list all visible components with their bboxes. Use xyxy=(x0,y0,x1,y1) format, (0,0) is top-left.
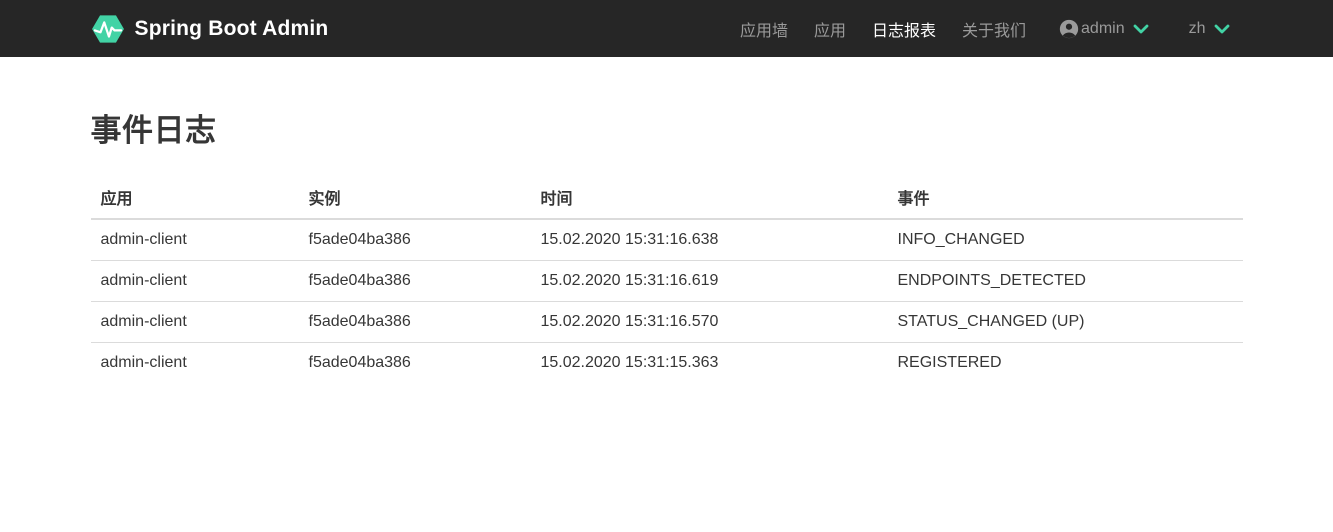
cell-time: 15.02.2020 15:31:16.570 xyxy=(530,301,888,343)
cell-time: 15.02.2020 15:31:16.619 xyxy=(530,260,888,302)
language-selected: zh xyxy=(1188,19,1206,37)
cell-time: 15.02.2020 15:31:15.363 xyxy=(540,354,719,371)
nav-item-applications[interactable]: 应用 xyxy=(813,22,846,40)
cell-event: INFO_CHANGED xyxy=(887,219,1243,261)
hexagon-pulse-icon xyxy=(91,14,124,43)
table-row[interactable]: admin-client f5ade04ba386 15.02.2020 15:… xyxy=(90,260,1243,302)
cell-instance: f5ade04ba386 xyxy=(308,354,411,371)
language-menu[interactable]: zh xyxy=(1176,0,1243,57)
table-row[interactable]: admin-client f5ade04ba386 15.02.2020 15:… xyxy=(90,219,1243,261)
event-journal-table: 应用 实例 时间 事件 admin-client f5ade04ba386 15… xyxy=(90,176,1243,384)
user-name: admin xyxy=(1081,19,1125,37)
cell-event: ENDPOINTS_DETECTED xyxy=(887,260,1243,302)
cell-application: admin-client xyxy=(90,301,299,343)
cell-application: admin-client xyxy=(90,219,299,261)
column-header-instance: 实例 xyxy=(298,176,531,220)
nav-item-journal[interactable]: 日志报表 xyxy=(871,22,936,40)
cell-event: STATUS_CHANGED (UP) xyxy=(887,301,1243,343)
cell-event: REGISTERED xyxy=(897,354,1002,371)
nav-item-wallboard[interactable]: 应用墙 xyxy=(739,22,788,40)
column-header-event: 事件 xyxy=(887,176,1243,220)
page-title: 事件日志 xyxy=(90,113,217,148)
chevron-down-icon xyxy=(1133,24,1148,33)
navbar-menu: 应用墙 应用 日志报表 关于我们 admin zh xyxy=(727,0,1243,57)
column-header-time: 时间 xyxy=(530,176,888,220)
main-section: 事件日志 应用 实例 时间 事件 admin-client f5ade04ba3… xyxy=(0,57,1333,383)
cell-application: admin-client xyxy=(90,260,299,302)
nav-item-about[interactable]: 关于我们 xyxy=(962,22,1027,40)
cell-time: 15.02.2020 15:31:16.638 xyxy=(530,219,888,261)
navbar-brand[interactable]: Spring Boot Admin xyxy=(91,0,329,57)
table-header-row: 应用 实例 时间 事件 xyxy=(90,176,1243,220)
column-header-application: 应用 xyxy=(90,176,299,220)
cell-instance: f5ade04ba386 xyxy=(298,260,531,302)
user-circle-icon xyxy=(1059,19,1079,38)
table-row[interactable]: admin-client f5ade04ba386 15.02.2020 15:… xyxy=(91,343,1243,384)
user-menu[interactable]: admin xyxy=(1045,0,1162,57)
chevron-down-icon xyxy=(1214,24,1229,33)
app-title: Spring Boot Admin xyxy=(134,16,329,40)
cell-instance: f5ade04ba386 xyxy=(298,219,531,261)
table-row[interactable]: admin-client f5ade04ba386 15.02.2020 15:… xyxy=(90,301,1243,343)
cell-instance: f5ade04ba386 xyxy=(298,301,531,343)
navbar: Spring Boot Admin 应用墙 应用 日志报表 关于我们 admin… xyxy=(0,0,1333,57)
cell-application: admin-client xyxy=(100,354,187,371)
